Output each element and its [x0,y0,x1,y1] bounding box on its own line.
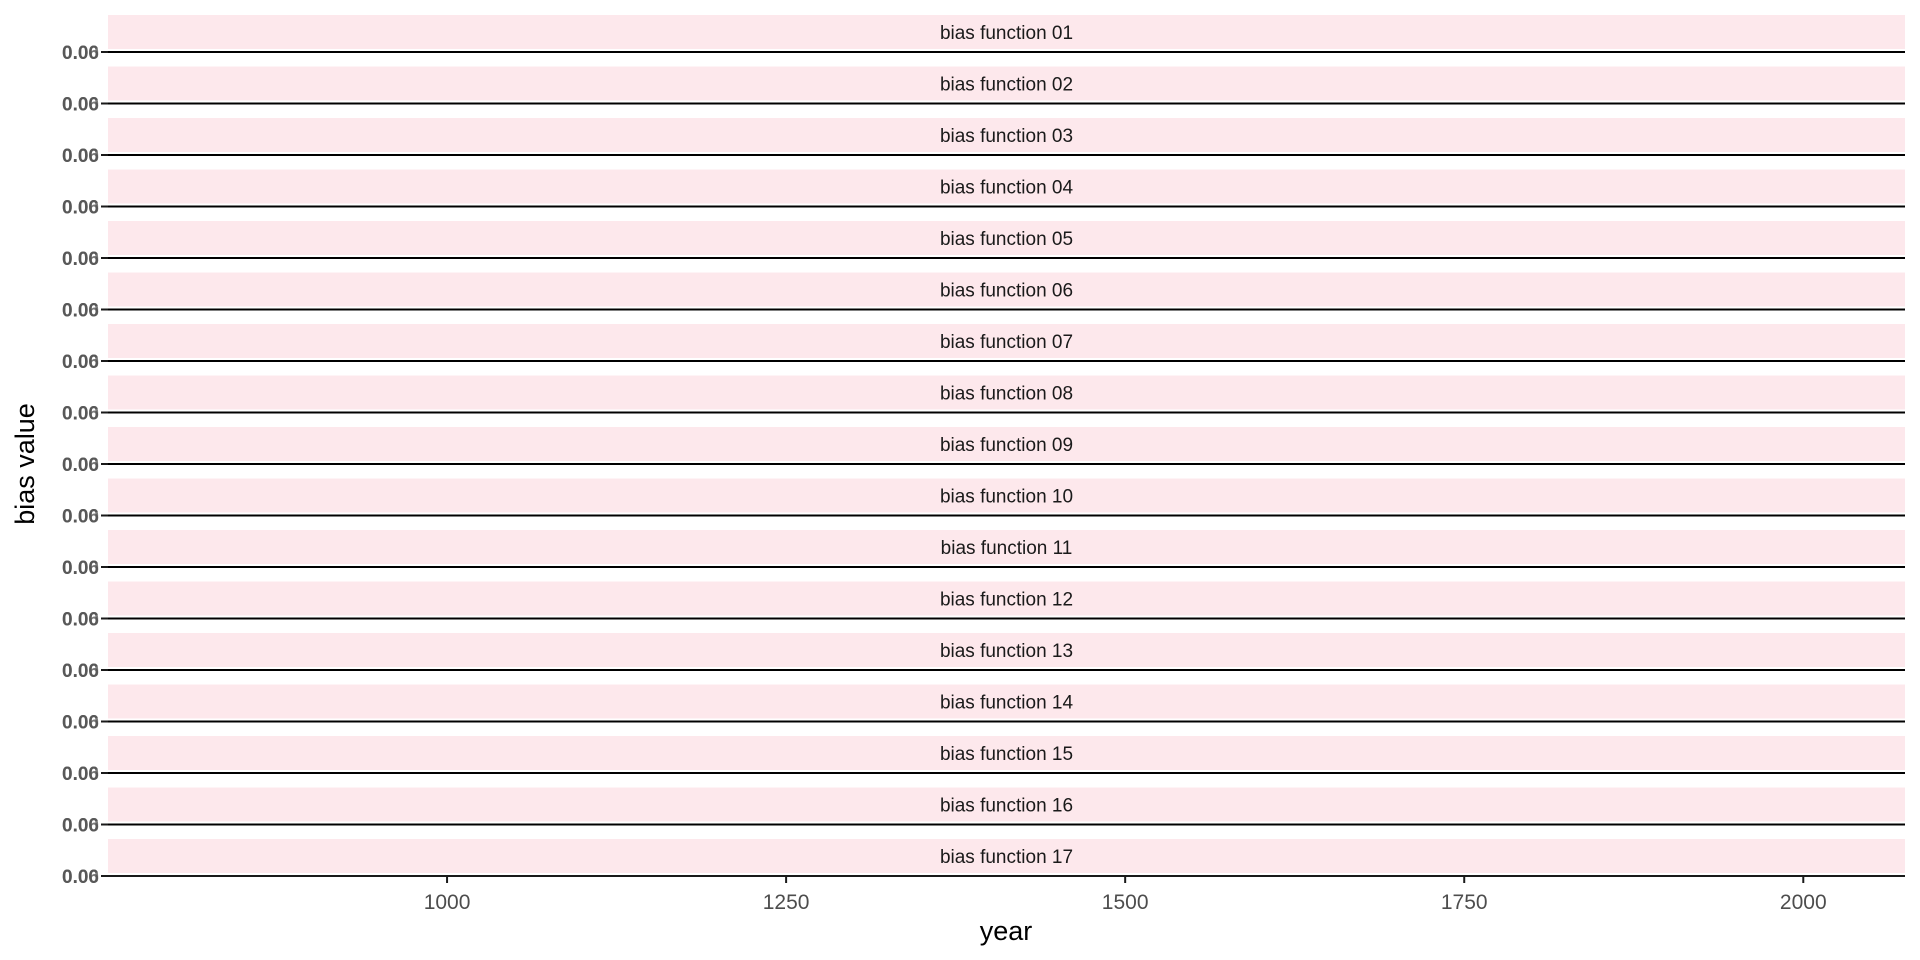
facet-strip-label: bias function 15 [940,744,1073,765]
facet-panel: bias function 09 0.000.06 [62,427,1905,476]
y-tick-label: 0.06 [62,713,99,734]
y-tick-label: 0.06 [62,95,99,116]
facet-strip-label: bias function 08 [940,384,1073,405]
x-tick-label: 2000 [1780,891,1827,914]
y-tick-label: 0.00 [62,43,99,64]
facet-strip-label: bias function 17 [940,847,1073,868]
y-tick-label: 0.00 [62,661,99,682]
facet-strip-label: bias function 09 [940,435,1073,456]
facet-panel: bias function 08 0.000.06 [62,375,1905,425]
facet-panel: bias function 06 0.000.06 [62,272,1905,322]
facet-strip [108,375,1905,410]
facet-strip [108,324,1905,358]
y-tick-label: 0.06 [62,404,99,425]
facet-strip [108,787,1905,822]
y-tick-label: 0.06 [62,198,99,219]
facet-strip [108,66,1905,101]
facet-strip-label: bias function 14 [940,693,1074,714]
facet-panel: bias function 15 0.000.06 [62,736,1905,785]
facet-strip [108,478,1905,513]
facet-strip-label: bias function 10 [940,487,1073,508]
y-tick-label: 0.06 [62,146,99,167]
x-tick-label: 1750 [1441,891,1488,914]
y-tick-label: 0.00 [62,455,99,476]
y-tick-label: 0.00 [62,146,99,167]
y-tick-label: 0.06 [62,43,99,64]
facet-strip [108,118,1905,152]
y-tick-label: 0.00 [62,764,99,785]
facet-strip [108,427,1905,461]
y-tick-label: 0.06 [62,507,99,528]
x-tick-label: 1500 [1102,891,1149,914]
facet-strip-label: bias function 02 [940,75,1073,96]
y-tick-label: 0.06 [62,455,99,476]
y-tick-label: 0.00 [62,301,99,322]
facet-panel: bias function 01 0.000.06 [62,15,1905,64]
y-tick-label: 0.00 [62,610,99,631]
facet-panel: bias function 11 0.000.06 [62,530,1905,579]
y-tick-label: 0.00 [62,507,99,528]
y-tick-label: 0.00 [62,713,99,734]
facet-strip-label: bias function 12 [940,590,1073,611]
y-tick-label: 0.00 [62,558,99,579]
y-tick-label: 0.06 [62,301,99,322]
facet-strip-label: bias function 13 [940,641,1073,662]
facet-strip [108,530,1905,564]
facet-strip-label: bias function 05 [940,229,1073,250]
facet-strip-label: bias function 01 [940,23,1073,44]
y-tick-label: 0.06 [62,816,99,837]
facet-strip [108,581,1905,616]
y-tick-label: 0.00 [62,404,99,425]
facet-strip-label: bias function 07 [940,332,1073,353]
facet-strip [108,169,1905,204]
facet-strip-label: bias function 03 [940,126,1073,147]
facet-panel: bias function 05 0.000.06 [62,221,1905,270]
facet-panel: bias function 03 0.000.06 [62,118,1905,167]
facet-strip [108,684,1905,719]
facet-panel: bias function 16 0.000.06 [62,787,1905,837]
y-tick-label: 0.00 [62,352,99,373]
y-tick-label: 0.00 [62,867,99,888]
facet-panel: bias function 10 0.000.06 [62,478,1905,528]
facet-strip [108,633,1905,667]
y-tick-label: 0.06 [62,867,99,888]
facet-strip [108,15,1905,49]
y-tick-label: 0.06 [62,352,99,373]
facet-strip-label: bias function 06 [940,281,1073,302]
x-axis: 1000 1250 1500 1750 2000 [108,875,1905,914]
y-tick-label: 0.06 [62,610,99,631]
facet-panel: bias function 14 0.000.06 [62,684,1905,734]
y-tick-label: 0.06 [62,764,99,785]
y-axis-title: bias value [10,403,40,525]
x-tick-label: 1000 [424,891,471,914]
facet-panel: bias function 02 0.000.06 [62,66,1905,116]
x-axis-title: year [980,916,1033,946]
facet-panel: bias function 04 0.000.06 [62,169,1905,219]
facet-strip-label: bias function 11 [941,538,1073,559]
facet-panel: bias function 12 0.000.06 [62,581,1905,631]
y-tick-label: 0.00 [62,249,99,270]
y-tick-label: 0.06 [62,249,99,270]
facet-strip [108,736,1905,770]
x-tick-label: 1250 [763,891,810,914]
facet-panel: bias function 07 0.000.06 [62,324,1905,373]
y-tick-label: 0.00 [62,816,99,837]
facet-panel: bias function 17 0.000.06 [62,839,1905,888]
facet-strip [108,839,1905,873]
facet-strip [108,272,1905,307]
y-tick-label: 0.00 [62,95,99,116]
facet-strip [108,221,1905,255]
facet-panel: bias function 13 0.000.06 [62,633,1905,682]
facet-strip-label: bias function 04 [940,178,1074,199]
y-tick-label: 0.06 [62,661,99,682]
y-tick-label: 0.06 [62,558,99,579]
y-tick-label: 0.00 [62,198,99,219]
facet-strip-label: bias function 16 [940,796,1073,817]
